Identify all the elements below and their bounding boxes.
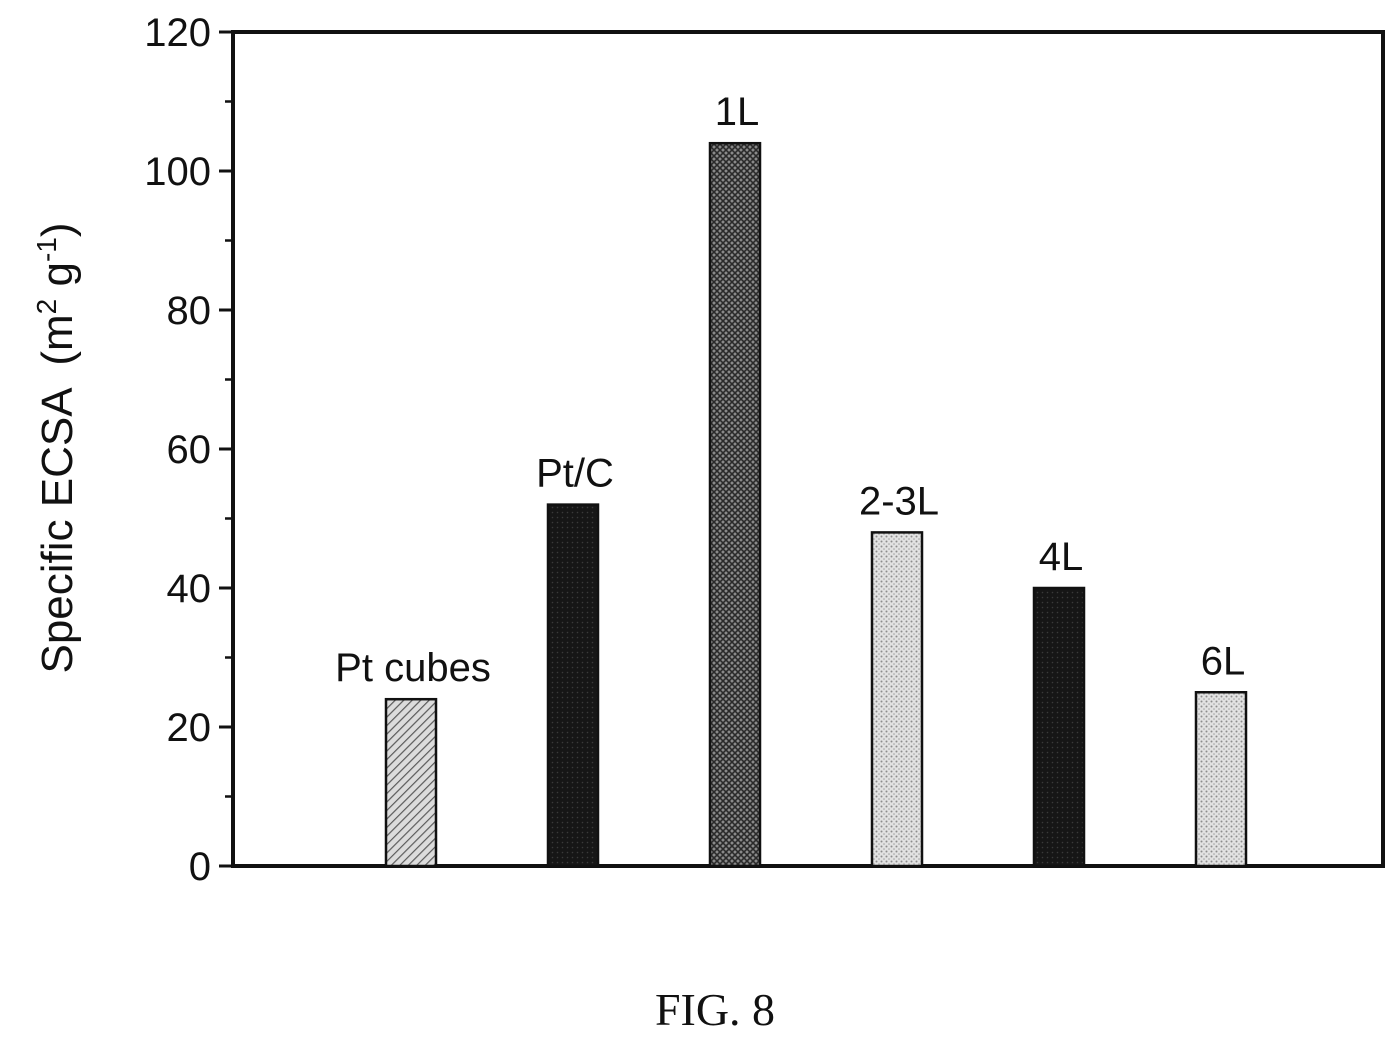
y-tick-label: 0 (189, 845, 211, 889)
y-axis-label: Specific ECSA (m2 g-1) (31, 222, 82, 673)
bars (384, 141, 1248, 868)
y-tick-label: 80 (167, 289, 212, 333)
y-tick-label: 40 (167, 567, 212, 611)
bar-chart: 0 20 40 60 80 100 120 Pt cubes Pt/C 1L 2-3L 4L 6L S… (31, 11, 1385, 889)
bar-1l (708, 141, 762, 868)
bar-label: 4L (1039, 535, 1084, 579)
bar-label: Pt cubes (335, 646, 491, 690)
y-tick-label: 120 (144, 11, 211, 55)
bar-labels: Pt cubes Pt/C 1L 2-3L 4L 6L (335, 90, 1245, 690)
bar-6l (1194, 691, 1248, 868)
y-tick-label: 20 (167, 706, 212, 750)
bar-label: 1L (715, 90, 760, 134)
bar-label: 2-3L (859, 479, 939, 523)
bar-2-3l (870, 531, 924, 868)
bar-label: 6L (1201, 639, 1246, 683)
figure-caption: FIG. 8 (654, 984, 776, 1035)
bar-pt-c (546, 503, 600, 868)
y-tick-label: 100 (144, 150, 211, 194)
bar-pt-cubes (384, 697, 438, 868)
y-axis: 0 20 40 60 80 100 120 (144, 11, 233, 889)
y-tick-label: 60 (167, 428, 212, 472)
bar-label: Pt/C (536, 452, 614, 496)
bar-4l (1032, 586, 1086, 868)
